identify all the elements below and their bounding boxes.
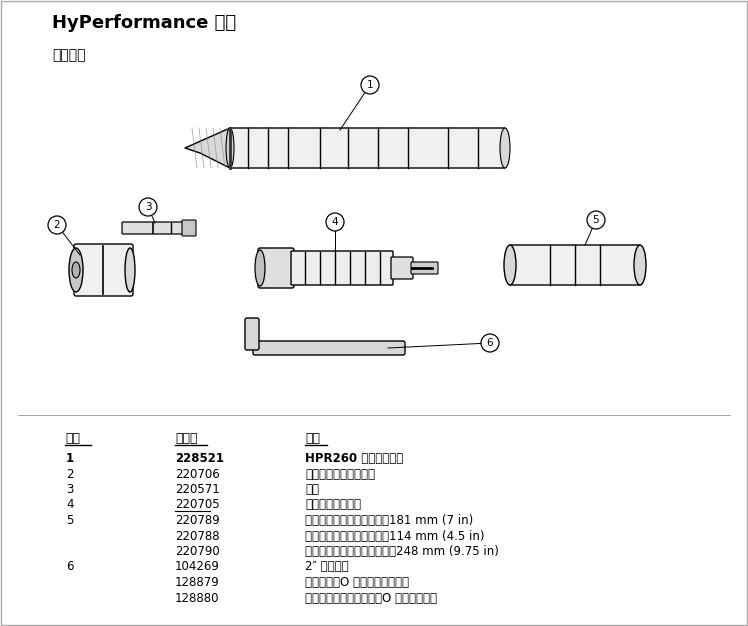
Text: 220790: 220790 [175,545,220,558]
Text: 2: 2 [54,220,61,230]
Text: 快速拆卸螺纹接头: 快速拆卸螺纹接头 [305,498,361,511]
Text: 割炬安装套筒总成：短型，114 mm (4.5 in): 割炬安装套筒总成：短型，114 mm (4.5 in) [305,530,485,543]
Text: 快速拆卸螺纹接头割炬: 快速拆卸螺纹接头割炬 [305,468,375,481]
FancyBboxPatch shape [245,318,259,350]
Text: 6: 6 [487,338,494,348]
Ellipse shape [72,262,80,278]
Ellipse shape [255,250,265,286]
Text: 228521: 228521 [175,452,224,465]
Circle shape [48,216,66,234]
FancyBboxPatch shape [182,220,196,236]
Text: 割炬套件：O 型圈，水管和密封: 割炬套件：O 型圈，水管和密封 [305,576,409,589]
Text: 5: 5 [592,215,599,225]
FancyBboxPatch shape [258,248,294,288]
Circle shape [481,334,499,352]
Text: 3: 3 [67,483,74,496]
Text: HyPerformance 割炬: HyPerformance 割炬 [52,14,236,32]
FancyBboxPatch shape [391,257,413,279]
Text: 220789: 220789 [175,514,220,527]
Text: 说明: 说明 [305,432,320,445]
Text: 割炬安装套筒总成：标准，181 mm (7 in): 割炬安装套筒总成：标准，181 mm (7 in) [305,514,473,527]
FancyBboxPatch shape [230,128,505,168]
Polygon shape [185,128,230,168]
Text: 部件号: 部件号 [175,432,197,445]
Text: 3: 3 [144,202,151,212]
Text: 220788: 220788 [175,530,220,543]
Circle shape [326,213,344,231]
Ellipse shape [125,248,135,292]
Text: 4: 4 [67,498,74,511]
Text: 1: 1 [66,452,74,465]
Circle shape [139,198,157,216]
Text: 5: 5 [67,514,74,527]
Ellipse shape [226,128,234,168]
Text: 2: 2 [67,468,74,481]
Text: 104269: 104269 [175,560,220,573]
Text: 快速拆卸螺纹接头组件：O 型圈和连接器: 快速拆卸螺纹接头组件：O 型圈和连接器 [305,592,437,605]
Text: 项目: 项目 [65,432,80,445]
FancyBboxPatch shape [122,222,189,234]
Text: 1: 1 [367,80,373,90]
Text: 水管: 水管 [305,483,319,496]
FancyBboxPatch shape [411,262,438,274]
Ellipse shape [634,245,646,285]
Ellipse shape [69,248,83,292]
Text: 128880: 128880 [175,592,219,605]
Text: 220571: 220571 [175,483,220,496]
Text: 割炬安装套筒总成：加长型，248 mm (9.75 in): 割炬安装套筒总成：加长型，248 mm (9.75 in) [305,545,499,558]
FancyBboxPatch shape [253,341,405,355]
Circle shape [587,211,605,229]
Text: 128879: 128879 [175,576,220,589]
Text: 2″ 活动扫手: 2″ 活动扫手 [305,560,349,573]
Text: 220705: 220705 [175,498,220,511]
Text: 220706: 220706 [175,468,220,481]
Circle shape [361,76,379,94]
FancyBboxPatch shape [291,251,393,285]
Text: 割炬总成: 割炬总成 [52,48,85,62]
FancyBboxPatch shape [510,245,640,285]
Ellipse shape [500,128,510,168]
Text: HPR260 机器割炬总成: HPR260 机器割炬总成 [305,452,403,465]
Ellipse shape [504,245,516,285]
FancyBboxPatch shape [74,244,133,296]
Text: 6: 6 [67,560,74,573]
Text: 4: 4 [331,217,338,227]
